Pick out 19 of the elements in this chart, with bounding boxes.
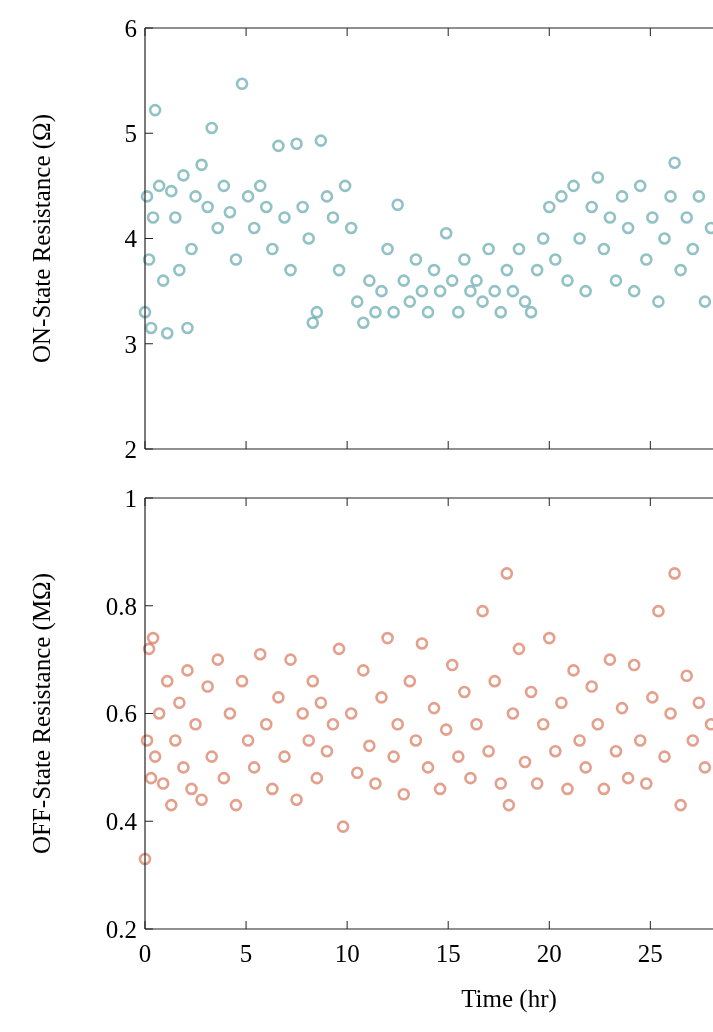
y-tick-label: 0.2	[105, 915, 137, 943]
x-tick-label: 15	[435, 940, 461, 967]
x-tick-label: 0	[138, 940, 152, 967]
y-tick-label: 6	[124, 14, 137, 42]
y-axis-title: ON-State Resistance (Ω)	[28, 113, 56, 364]
x-axis-title: Time (hr)	[461, 985, 557, 1013]
y-tick-label: 0.6	[105, 700, 137, 728]
x-tick-label: 20	[536, 940, 562, 967]
x-tick-label: 10	[334, 940, 360, 967]
y-tick-label: 0.4	[105, 808, 138, 835]
y-tick-label: 1	[124, 484, 137, 512]
y-tick-label: 4	[124, 225, 138, 253]
x-tick-label: 5	[239, 940, 253, 967]
y-tick-label: 2	[124, 435, 137, 463]
y-tick-label: 3	[124, 330, 137, 358]
y-tick-label: 5	[124, 120, 137, 147]
x-tick-label: 25	[637, 940, 663, 967]
y-axis-title: OFF-State Resistance (MΩ)	[28, 572, 56, 855]
y-tick-label: 0.8	[105, 592, 137, 620]
